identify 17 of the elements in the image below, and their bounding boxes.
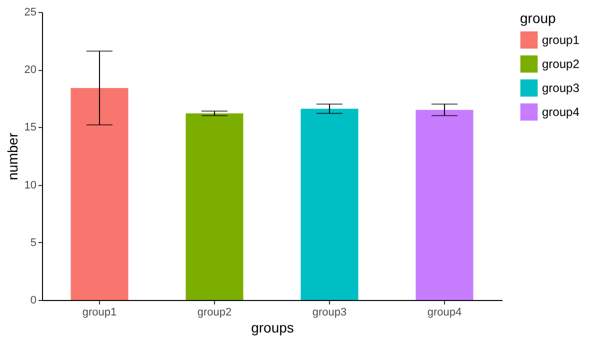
legend-label: group2 <box>542 57 580 71</box>
y-tick-label: 15 <box>24 122 36 134</box>
legend-title: group <box>520 10 556 26</box>
y-tick-label: 10 <box>24 179 36 192</box>
legend-label: group1 <box>542 33 580 47</box>
x-tick-label: group2 <box>197 306 232 318</box>
y-tick-label: 20 <box>24 64 36 76</box>
y-tick-label: 5 <box>30 236 36 249</box>
y-axis-title: number <box>4 132 20 180</box>
x-axis-title: groups <box>251 320 294 336</box>
x-tick-label: group4 <box>427 306 462 318</box>
legend-label: group3 <box>542 81 580 95</box>
y-tick-label: 0 <box>30 294 36 306</box>
legend-label: group4 <box>542 105 580 119</box>
x-tick-label: group3 <box>312 306 347 318</box>
y-tick-label: 25 <box>24 6 36 18</box>
x-tick-label: group1 <box>82 306 117 318</box>
